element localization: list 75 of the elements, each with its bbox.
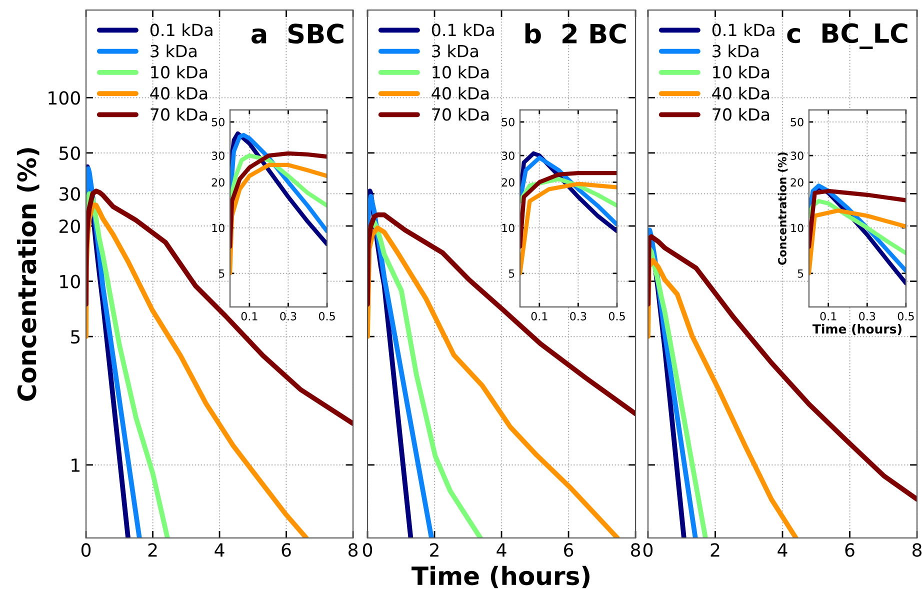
line-series: [86, 188, 354, 426]
legend-label: 10 kDa: [432, 66, 489, 79]
x-tick-label: 0.5: [898, 312, 914, 320]
x-tick-label: 6: [564, 543, 574, 557]
x-tick-label: 0.3: [859, 312, 876, 320]
x-tick-label: 0: [643, 543, 653, 557]
x-tick-label: 6: [845, 543, 854, 557]
y-tick-label: 5: [508, 270, 514, 278]
y-tick-label: 20: [60, 219, 80, 234]
y-axis-title: Concentration (%): [16, 148, 40, 401]
x-tick-label: 0.3: [280, 312, 296, 320]
legend-label: 40 kDa: [150, 86, 208, 100]
x-tick-label: 8: [912, 543, 922, 557]
y-tick-label: 5: [798, 270, 804, 278]
x-tick-label: 2: [710, 543, 720, 557]
x-tick-label: 4: [496, 543, 506, 557]
legend-label: 10 kDa: [713, 66, 770, 79]
y-tick-label: 10: [212, 224, 224, 232]
y-tick-label: 50: [60, 146, 80, 160]
y-tick-label: 30: [790, 152, 804, 160]
line-series: [808, 188, 906, 249]
legend-label: 3 kDa: [150, 44, 196, 58]
x-tick-label: 2: [148, 543, 157, 557]
x-tick-label: 4: [778, 543, 788, 557]
y-tick-label: 1: [72, 458, 80, 472]
x-tick-label: 0.5: [318, 312, 335, 320]
x-tick-label: 6: [282, 543, 291, 557]
y-tick-label: 20: [212, 178, 224, 187]
line-series: [520, 182, 618, 276]
legend-label: 70 kDa: [712, 108, 770, 121]
y-tick-label: 50: [212, 118, 224, 126]
x-tick-label: 0.1: [241, 312, 258, 320]
y-tick-label: 100: [48, 91, 80, 105]
y-tick-label: 20: [502, 178, 514, 187]
y-tick-label: 30: [212, 152, 224, 160]
y-axis-title: Concentration (%): [778, 152, 788, 265]
legend-label: 3 kDa: [432, 44, 478, 58]
legend-label: 10 kDa: [151, 66, 208, 79]
y-tick-label: 50: [502, 118, 514, 126]
legend-label: 0.1 kDa: [150, 23, 212, 36]
line-series: [230, 151, 328, 249]
x-tick-label: 2: [430, 543, 438, 557]
legend-label: 40 kDa: [712, 86, 770, 100]
y-tick-label: 10: [791, 224, 804, 232]
x-tick-label: 0.3: [570, 312, 586, 320]
x-tick-label: 0.5: [608, 312, 625, 320]
legend-label: 0.1 kDa: [432, 23, 494, 36]
line-series: [230, 153, 328, 208]
y-tick-label: 5: [218, 270, 224, 278]
x-tick-label: 0: [81, 543, 91, 557]
legend-label: 40 kDa: [432, 86, 489, 100]
y-tick-label: 30: [502, 152, 514, 160]
line-series: [520, 170, 618, 249]
x-tick-label: 0: [362, 543, 372, 557]
x-tick-label: 4: [214, 543, 224, 557]
legend-label: 70 kDa: [432, 108, 489, 121]
y-tick-label: 50: [790, 118, 804, 126]
y-tick-label: 10: [502, 224, 514, 232]
y-tick-label: 20: [790, 178, 804, 187]
x-tick-label: 0.1: [531, 312, 548, 320]
chart-title: b 2 BC: [525, 23, 626, 44]
y-tick-label: 10: [60, 274, 80, 288]
x-axis-title: Time (hours): [812, 324, 902, 336]
x-tick-label: 8: [631, 543, 640, 557]
x-tick-label: 0.1: [820, 312, 836, 320]
y-tick-label: 5: [71, 330, 80, 344]
legend-label: 70 kDa: [150, 108, 208, 121]
y-tick-label: 30: [60, 187, 80, 201]
legend-label: 0.1 kDa: [712, 23, 774, 36]
chart-title: c BC_LC: [787, 23, 908, 50]
x-tick-label: 8: [348, 543, 358, 557]
legend-label: 3 kDa: [712, 44, 758, 58]
x-axis-title: Time (hours): [412, 566, 590, 588]
chart-title: a SBC: [251, 24, 344, 44]
line-series: [808, 208, 906, 276]
